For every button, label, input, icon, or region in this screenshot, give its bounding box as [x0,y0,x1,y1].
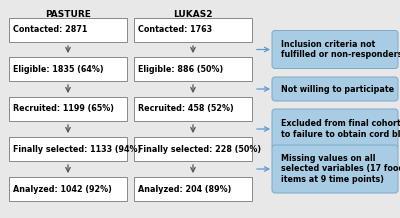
FancyBboxPatch shape [134,57,252,81]
Text: Missing values on all
selected variables (17 food
items at 9 time points): Missing values on all selected variables… [281,154,400,184]
FancyBboxPatch shape [134,18,252,42]
FancyBboxPatch shape [9,18,127,42]
FancyBboxPatch shape [272,109,398,149]
FancyBboxPatch shape [9,177,127,201]
Text: LUKAS2: LUKAS2 [173,10,213,19]
Text: Eligible: 886 (50%): Eligible: 886 (50%) [138,65,223,73]
Text: Contacted: 2871: Contacted: 2871 [13,26,87,34]
FancyBboxPatch shape [272,145,398,193]
Text: Excluded from final cohort due
to failure to obtain cord blood: Excluded from final cohort due to failur… [281,119,400,139]
Text: Analyzed: 204 (89%): Analyzed: 204 (89%) [138,184,231,194]
Text: Inclusion criteria not
fulfilled or non-responders: Inclusion criteria not fulfilled or non-… [281,40,400,59]
Text: PASTURE: PASTURE [45,10,91,19]
FancyBboxPatch shape [272,77,398,101]
FancyBboxPatch shape [272,31,398,68]
FancyBboxPatch shape [134,97,252,121]
Text: Recruited: 458 (52%): Recruited: 458 (52%) [138,104,234,114]
FancyBboxPatch shape [134,137,252,161]
FancyBboxPatch shape [9,137,127,161]
Text: Not willing to participate: Not willing to participate [281,85,394,94]
Text: Finally selected: 228 (50%): Finally selected: 228 (50%) [138,145,261,153]
Text: Eligible: 1835 (64%): Eligible: 1835 (64%) [13,65,104,73]
Text: Analyzed: 1042 (92%): Analyzed: 1042 (92%) [13,184,112,194]
Text: Contacted: 1763: Contacted: 1763 [138,26,212,34]
FancyBboxPatch shape [9,57,127,81]
Text: Recruited: 1199 (65%): Recruited: 1199 (65%) [13,104,114,114]
FancyBboxPatch shape [9,97,127,121]
Text: Finally selected: 1133 (94%): Finally selected: 1133 (94%) [13,145,141,153]
FancyBboxPatch shape [134,177,252,201]
